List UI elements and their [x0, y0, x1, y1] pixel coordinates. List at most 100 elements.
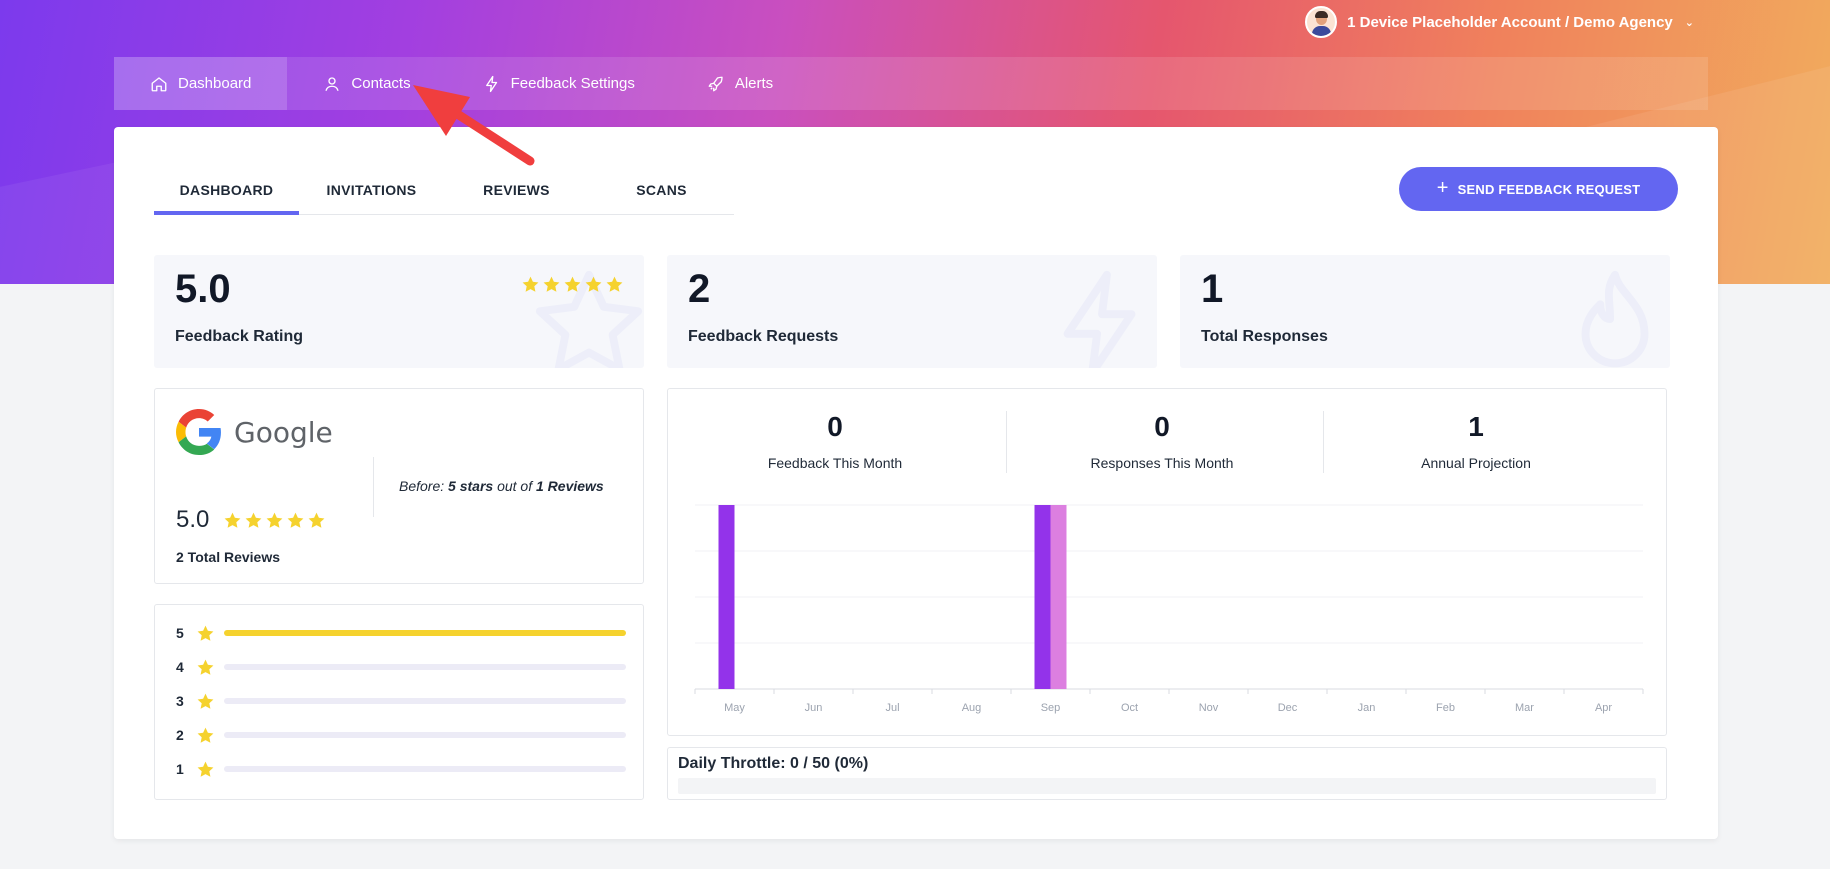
star-icon [266, 512, 283, 528]
nav-item-feedback-settings[interactable]: Feedback Settings [447, 57, 671, 110]
metric-label: Responses This Month [1090, 455, 1234, 471]
stat-value: 2 [688, 267, 711, 311]
google-total-reviews: 2 Total Reviews [176, 549, 281, 565]
star-icon [522, 276, 539, 292]
divider [1006, 411, 1007, 473]
star-icon [287, 512, 304, 528]
distribution-stars: 5 [176, 625, 184, 641]
divider [373, 457, 374, 517]
stat-label: Feedback Requests [688, 328, 839, 345]
send-feedback-request-button[interactable]: + SEND FEEDBACK REQUEST [1399, 167, 1678, 211]
nav-item-contacts[interactable]: Contacts [287, 57, 446, 110]
distribution-bar [224, 664, 626, 670]
metric-label: Annual Projection [1421, 455, 1531, 471]
google-wordmark: Google [234, 415, 333, 449]
stat-value: 5.0 [175, 267, 231, 311]
star-icon [585, 276, 602, 292]
chart-x-label: Aug [962, 702, 982, 714]
star-icon [606, 276, 623, 292]
daily-throttle-bar [678, 778, 1656, 794]
google-logo: Google [176, 409, 333, 455]
google-before-text: Before: 5 stars out of 1 Reviews [399, 478, 604, 494]
daily-throttle-card: Daily Throttle: 0 / 50 (0%) [667, 747, 1667, 800]
metrics-card: 0 Feedback This Month 0 Responses This M… [667, 388, 1667, 736]
plus-icon: + [1436, 177, 1449, 199]
before-stars: 5 stars [448, 478, 494, 494]
metric-value: 0 [1154, 411, 1170, 442]
distribution-row-5: 5 [176, 623, 626, 643]
nav-label-feedback-settings: Feedback Settings [510, 75, 635, 92]
stat-feedback-requests: 2 Feedback Requests [667, 255, 1157, 368]
account-label: 1 Device Placeholder Account / Demo Agen… [1347, 13, 1673, 31]
chart-x-label: Apr [1595, 702, 1612, 714]
dashboard-tabs: DASHBOARD INVITATIONS REVIEWS SCANS [154, 178, 734, 215]
divider [1323, 411, 1324, 473]
tab-scans[interactable]: SCANS [636, 182, 687, 198]
rating-distribution-card: 5 4 3 2 1 [154, 604, 644, 800]
chart-x-label: Sep [1041, 702, 1061, 714]
star-icon [197, 693, 214, 709]
chart-x-label: Oct [1121, 702, 1138, 714]
stat-feedback-rating: 5.0 Feedback Rating [154, 255, 644, 368]
account-switcher[interactable]: 1 Device Placeholder Account / Demo Agen… [1305, 5, 1694, 39]
distribution-row-3: 3 [176, 691, 626, 711]
fire-icon [1581, 270, 1649, 368]
distribution-bar [224, 630, 626, 636]
chart-x-label: Nov [1199, 702, 1219, 714]
bolt-icon [485, 75, 497, 92]
distribution-row-2: 2 [176, 725, 626, 745]
metric-label: Feedback This Month [767, 455, 903, 471]
avatar [1305, 6, 1338, 38]
chart-x-label: Jul [885, 702, 899, 714]
google-rating: 5.0 [176, 506, 326, 534]
stat-label: Feedback Rating [175, 328, 304, 345]
google-rating-stars [223, 511, 326, 530]
daily-throttle-label: Daily Throttle: 0 / 50 (0%) [678, 755, 869, 772]
chevron-down-icon: ⌄ [1684, 16, 1694, 29]
metric-value: 0 [827, 411, 843, 442]
google-reviews-card: Google Before: 5 stars out of 1 Reviews … [154, 388, 644, 584]
distribution-row-1: 1 [176, 759, 626, 779]
nav-label-contacts: Contacts [351, 75, 411, 92]
chart-bar [1050, 505, 1067, 689]
chart-x-label: Jun [805, 702, 823, 714]
distribution-stars: 3 [176, 693, 184, 709]
rating-stars [521, 275, 624, 294]
star-icon [245, 512, 262, 528]
chart-x-label: Feb [1436, 702, 1455, 714]
stat-total-responses: 1 Total Responses [1180, 255, 1670, 368]
chart-x-label: May [724, 702, 745, 714]
star-icon [197, 727, 214, 743]
star-icon [543, 276, 560, 292]
chart-bar [718, 505, 735, 689]
stat-label: Total Responses [1201, 328, 1328, 345]
distribution-stars: 1 [176, 761, 184, 777]
nav-item-alerts[interactable]: Alerts [671, 57, 809, 110]
distribution-bar [224, 698, 626, 704]
monthly-bar-chart: May Jun Jul Aug Sep Oct Nov Dec Jan Feb Mar Apr [694, 504, 1644, 714]
star-icon [535, 270, 643, 368]
tab-invitations[interactable]: INVITATIONS [326, 182, 417, 198]
top-navigation: Dashboard Contacts Feedback Settings Ale… [114, 57, 1708, 110]
home-icon [151, 76, 167, 91]
nav-item-dashboard[interactable]: Dashboard [114, 57, 288, 110]
rocket-icon [708, 76, 723, 91]
stat-value: 1 [1201, 267, 1224, 311]
tab-reviews[interactable]: REVIEWS [483, 182, 550, 198]
metric-annual-projection: 1 Annual Projection [1346, 411, 1606, 471]
distribution-fill [224, 630, 626, 636]
metric-value: 1 [1468, 411, 1484, 442]
dashboard-card: DASHBOARD INVITATIONS REVIEWS SCANS + SE… [114, 127, 1718, 839]
chart-x-label: Mar [1515, 702, 1534, 714]
distribution-stars: 2 [176, 727, 184, 743]
metric-feedback-this-month: 0 Feedback This Month [705, 411, 965, 471]
bolt-icon [1063, 270, 1136, 368]
star-icon [564, 276, 581, 292]
star-icon [224, 512, 241, 528]
distribution-bar [224, 732, 626, 738]
before-reviews: 1 Reviews [536, 478, 604, 494]
google-g-icon [176, 409, 221, 455]
star-icon [197, 761, 214, 777]
tab-dashboard[interactable]: DASHBOARD [154, 178, 299, 215]
star-icon [197, 625, 214, 641]
